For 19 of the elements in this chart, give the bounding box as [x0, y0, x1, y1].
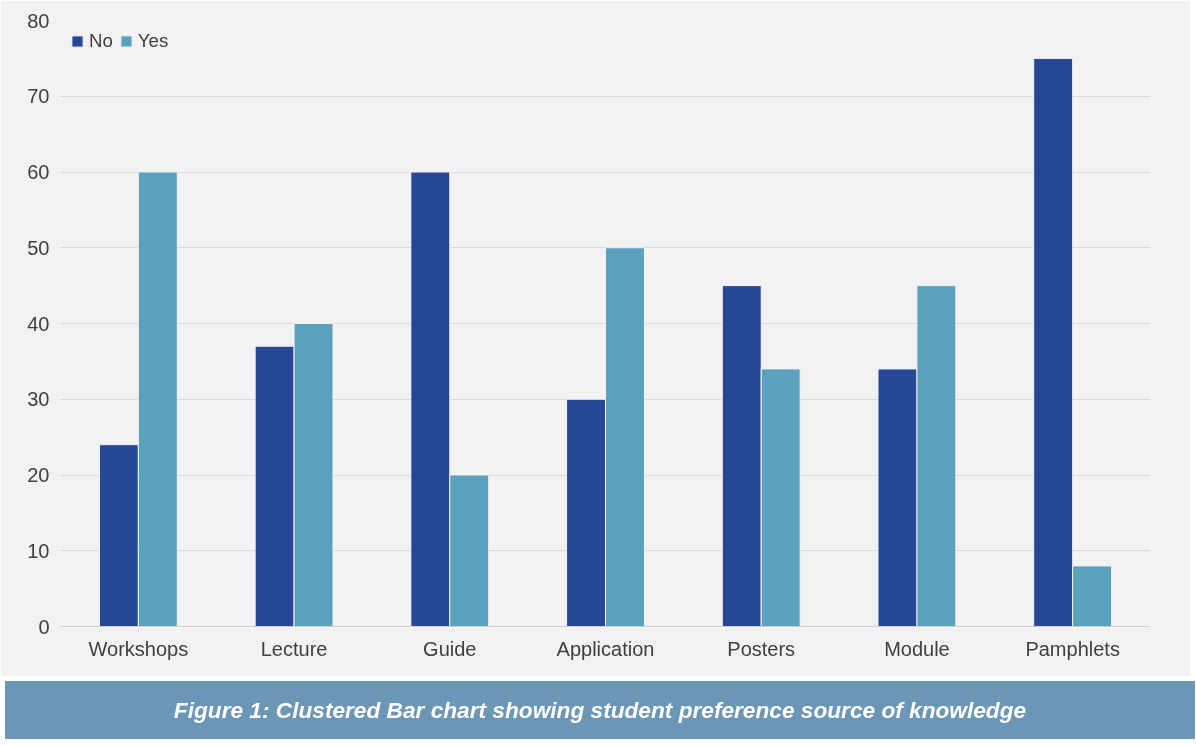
x-tick-label: Module [884, 637, 950, 660]
x-tick-label: Workshops [88, 637, 189, 660]
y-tick-label: 10 [27, 539, 50, 562]
y-tick-label: 60 [27, 161, 50, 183]
legend-label: Yes [137, 30, 169, 52]
x-tick-label: Application [556, 637, 655, 660]
y-tick-label: 20 [27, 464, 50, 486]
y-tick-label: 40 [27, 312, 50, 335]
legend-label: No [89, 30, 113, 52]
caption: Figure 1: Clustered Bar chart showing student preference source of knowledge [173, 696, 1027, 725]
x-tick-label: Lecture [260, 637, 328, 660]
x-tick-label: Guide [423, 637, 477, 660]
x-tick-label: Posters [727, 637, 796, 660]
y-tick-label: 30 [27, 388, 50, 411]
y-tick-label: 0 [38, 615, 50, 638]
x-tick-label: Pamphlets [1025, 637, 1120, 660]
y-tick-label: 50 [27, 236, 50, 259]
y-tick-label: 70 [27, 85, 50, 108]
y-tick-label: 80 [27, 9, 50, 32]
